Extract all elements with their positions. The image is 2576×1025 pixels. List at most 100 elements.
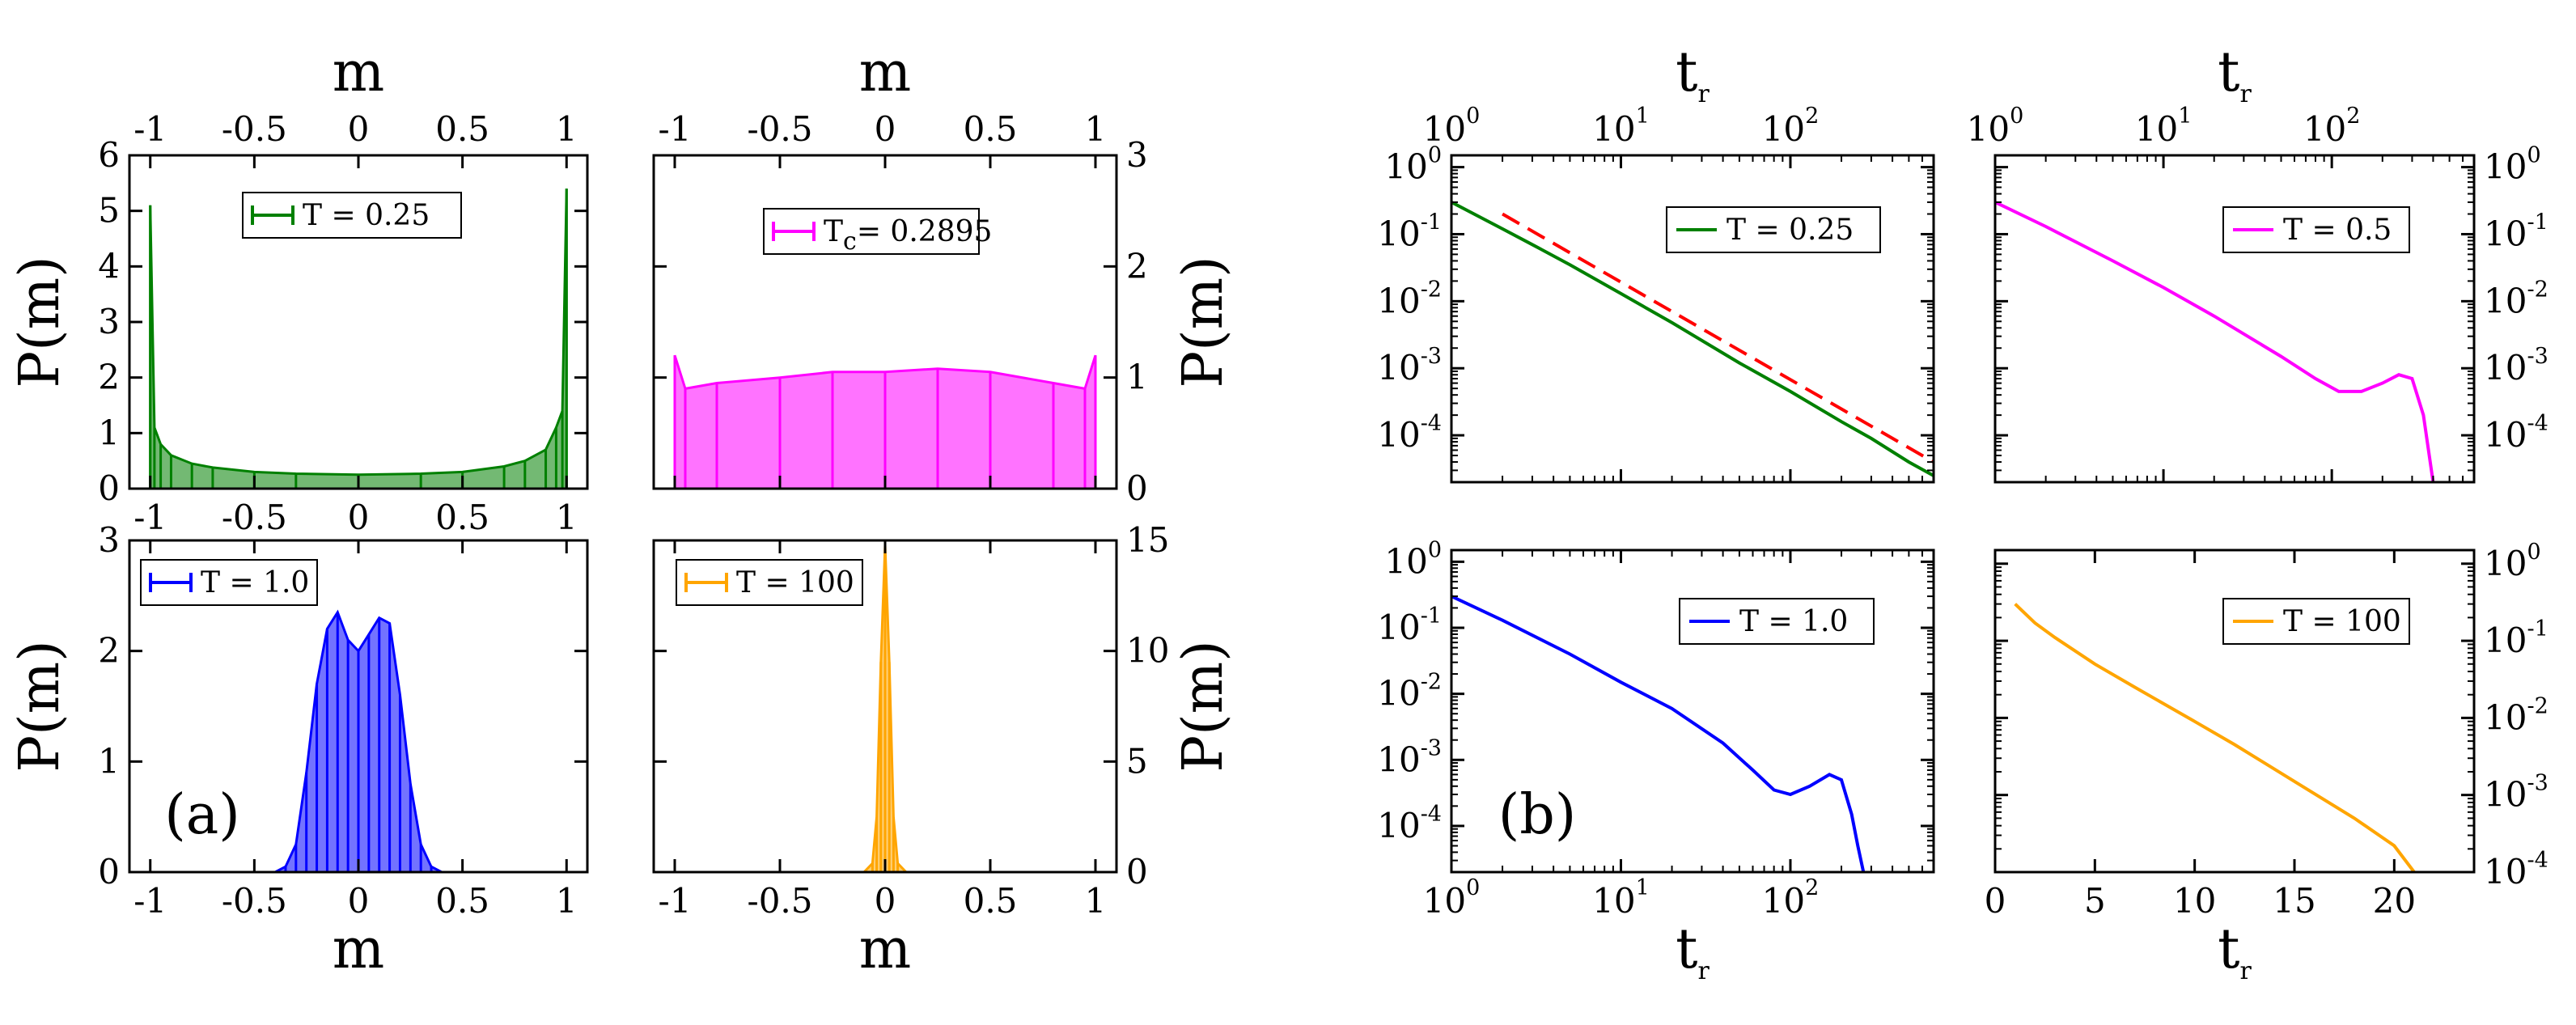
y-tick-label-part: 10 [1377, 415, 1420, 455]
x-axis-label: tr [2218, 917, 2252, 985]
y-tick-label: 1 [1126, 358, 1148, 397]
x-tick-label: -1 [133, 881, 167, 921]
x-tick-label: 10 [2173, 881, 2216, 921]
legend-label: T = 0.25 [1727, 214, 1854, 247]
x-tick-label: 101 [2135, 104, 2193, 149]
y-tick-label-part: 0 [2527, 540, 2540, 565]
y-tick-label-part: 10 [1377, 348, 1420, 388]
y-axis-label: P(m) [1171, 256, 1235, 388]
axes-frame [1450, 549, 1935, 874]
x-tick-label: 5 [2084, 881, 2106, 921]
x-tick-label-part: 2 [1805, 104, 1819, 129]
legend-label: Tc= 0.2895 [824, 215, 992, 256]
x-axis-label: m [333, 40, 384, 104]
y-tick-label: 10-1 [2484, 616, 2548, 660]
y-tick-label-part: -1 [2527, 616, 2548, 642]
panel-label-b: (b) [1498, 783, 1577, 847]
y-tick-label: 10-3 [1377, 344, 1442, 388]
y-tick-label-part: -4 [1421, 411, 1442, 436]
x-tick-label: -0.5 [748, 881, 813, 921]
y-tick-label-part: -1 [1421, 210, 1442, 235]
x-tick-label: -0.5 [222, 109, 287, 149]
y-tick-label: 10-1 [2484, 210, 2548, 253]
y-tick-label: 15 [1126, 520, 1169, 560]
y-tick-label: 2 [98, 358, 120, 397]
y-tick-label-part: 10 [2484, 147, 2527, 187]
x-tick-label-part: 1 [1636, 875, 1650, 900]
x-tick-label: -0.5 [748, 109, 813, 149]
series-line [1451, 595, 1866, 872]
x-axis-label: m [859, 917, 911, 981]
y-tick-label: 3 [1126, 135, 1148, 175]
y-tick-label: 10-1 [1377, 604, 1442, 647]
x-tick-label-part: 1 [2178, 104, 2192, 129]
panel-a1: -1 -1 -0.5 -0.5 0 0 0.5 0.5 1 1 0 1 2 3 4 5 6 m P(m) T = 0.… [8, 40, 589, 537]
x-tick-label-part: 10 [1762, 109, 1805, 149]
x-tick-label: 0 [1985, 881, 2006, 921]
y-tick-label-part: 10 [2484, 852, 2527, 892]
y-tick-label: 10 [1126, 631, 1169, 671]
series-line [1451, 201, 1934, 477]
y-tick-label-part: 10 [1377, 281, 1420, 320]
reference-line [1502, 212, 1934, 464]
y-tick-label-part: 10 [2484, 281, 2527, 320]
y-tick-label: 1 [98, 741, 120, 781]
y-tick-label-part: -4 [1421, 802, 1442, 827]
y-tick-label: 10-4 [1377, 411, 1442, 455]
x-tick-label: 0 [875, 109, 896, 149]
x-tick-label-part: 0 [1466, 875, 1480, 900]
y-tick-label: 10-3 [2484, 771, 2548, 815]
x-tick-label: 100 [1423, 104, 1481, 149]
y-tick-label: 10-2 [1377, 277, 1442, 320]
legend-label: T = 1.0 [201, 566, 309, 599]
y-tick-label: 5 [98, 191, 120, 231]
x-tick-label: 1 [1085, 109, 1107, 149]
x-tick-label-part: 10 [2303, 109, 2346, 149]
x-tick-label-part: 1 [1636, 104, 1650, 129]
x-axis-label-part: t [2218, 40, 2239, 104]
x-tick-label-part: 10 [2135, 109, 2178, 149]
x-axis-label-part: r [2239, 957, 2252, 985]
y-tick-label: 10-3 [2484, 344, 2548, 388]
x-tick-label: -0.5 [222, 498, 287, 537]
x-tick-label: 101 [1592, 875, 1650, 921]
x-tick-label: 0.5 [435, 881, 489, 921]
x-tick-label: -1 [133, 498, 167, 537]
x-tick-label-part: 10 [1592, 109, 1635, 149]
x-tick-label-part: 10 [1423, 109, 1466, 149]
x-tick-label-part: 10 [1967, 109, 2010, 149]
x-axis-label: tr [1676, 917, 1710, 985]
y-tick-label: 10-1 [1377, 210, 1442, 253]
y-tick-label: 3 [98, 302, 120, 341]
legend-label: T = 100 [2283, 605, 2401, 638]
y-tick-label-part: 0 [1428, 537, 1442, 562]
y-tick-label: 100 [2484, 143, 2541, 187]
x-axis-label: m [333, 917, 384, 981]
y-tick-label-part: -3 [1421, 735, 1442, 760]
x-tick-label: 100 [1967, 104, 2024, 149]
y-axis-label: P(m) [1171, 640, 1235, 772]
y-tick-label-part: -3 [2527, 771, 2548, 796]
legend-label: T = 0.5 [2283, 214, 2392, 247]
x-tick-label-part: 2 [1805, 875, 1819, 900]
x-tick-label: 0.5 [964, 881, 1018, 921]
x-tick-label: 102 [1762, 104, 1820, 149]
y-tick-label-part: 10 [2484, 775, 2527, 815]
x-tick-label: -1 [659, 109, 692, 149]
x-axis-label-part: t [1676, 917, 1697, 981]
y-tick-label: 10-4 [2484, 848, 2548, 892]
y-tick-label: 0 [1126, 852, 1148, 892]
y-tick-label: 10-2 [2484, 693, 2548, 737]
y-tick-label: 10-2 [1377, 670, 1442, 714]
y-tick-label: 1 [98, 413, 120, 452]
y-tick-label: 5 [1126, 741, 1148, 781]
x-axis-label: tr [1676, 40, 1710, 108]
x-tick-label: 100 [1423, 875, 1481, 921]
y-tick-label-part: -3 [1421, 344, 1442, 369]
x-axis-label-part: t [1676, 40, 1697, 104]
panel-a3: -1 -0.5 0 0.5 1 0 1 2 3 m P(m) T = 1.0 [8, 520, 589, 981]
y-tick-label-part: -1 [2527, 210, 2548, 235]
x-tick-label: 102 [1762, 875, 1820, 921]
